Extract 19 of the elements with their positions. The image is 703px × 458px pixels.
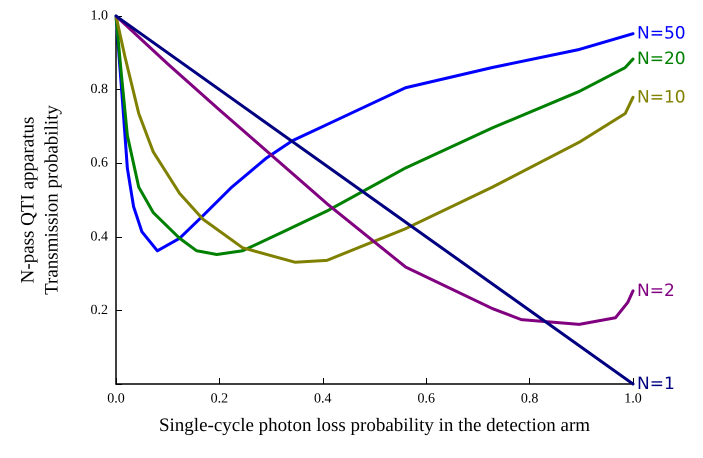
x-tick-label: 0.4: [314, 392, 332, 406]
y-tick-label: 0.4: [90, 229, 108, 244]
line-series: [114, 14, 634, 326]
series-label: N=20: [637, 49, 686, 70]
series-label: N=10: [637, 87, 686, 108]
x-tick-label: 0.0: [107, 392, 125, 406]
x-tick-label: 0.6: [417, 392, 435, 406]
series-label: N=50: [637, 24, 686, 44]
x-tick-label: 0.8: [520, 392, 538, 406]
x-tick-label: 1.0: [624, 392, 642, 406]
y-tick-label: 0.8: [90, 82, 108, 98]
y-tick-label: 1.0: [90, 8, 108, 24]
y-tick-label: 0.2: [90, 302, 108, 318]
series-label: N=1: [637, 374, 675, 394]
y-tick-label: 0.6: [90, 156, 108, 171]
x-axis-title: Single-cycle photon loss probability in the detection arm: [158, 415, 590, 436]
y-axis-title: N-pass QTI apparatus Transmission probability: [18, 104, 62, 295]
series-label: N=2: [637, 280, 675, 301]
x-tick-label: 0.2: [210, 392, 228, 406]
